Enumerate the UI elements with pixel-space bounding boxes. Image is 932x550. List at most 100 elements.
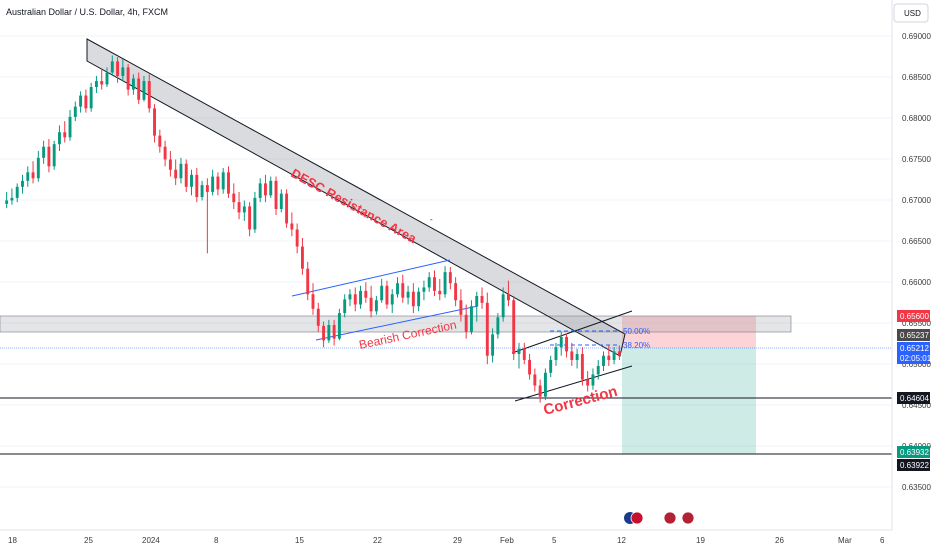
grid: [0, 35, 892, 488]
candle-body: [348, 294, 352, 300]
horizontal-resistance-zone[interactable]: [0, 315, 792, 333]
candle-body: [385, 285, 389, 305]
candle: [591, 368, 595, 390]
candle: [438, 278, 442, 301]
y-tick: 0.63500: [902, 483, 931, 492]
candle-body: [21, 180, 24, 187]
candle-body: [401, 283, 405, 298]
y-tick: 0.66500: [902, 237, 931, 246]
candle: [580, 347, 584, 386]
x-tick: 25: [84, 536, 93, 545]
candle-body: [316, 308, 320, 326]
candle-body: [369, 297, 373, 312]
candle-body: [190, 174, 193, 187]
candle: [47, 139, 51, 173]
y-tick: 0.67000: [902, 196, 931, 205]
event-flag-us-icon[interactable]: [681, 511, 695, 525]
candle: [121, 58, 125, 82]
correction-channel-upper[interactable]: [511, 310, 633, 354]
candle: [26, 166, 30, 187]
candle-body: [396, 283, 399, 295]
candle-body: [63, 132, 67, 138]
candle-body: [417, 291, 421, 307]
candle-body: [274, 180, 278, 209]
candle: [21, 174, 24, 194]
candle: [84, 89, 88, 113]
event-flag-us-icon[interactable]: [663, 511, 677, 525]
candle-body: [459, 300, 463, 315]
take-profit-zone[interactable]: [622, 348, 756, 454]
candle: [232, 183, 236, 209]
currency-label: USD: [904, 9, 921, 18]
candle: [227, 166, 230, 198]
candle-body: [221, 172, 225, 190]
x-tick: 15: [295, 536, 304, 545]
candle-body: [179, 163, 183, 179]
fib-retracement[interactable]: 50.00% 38.20%: [550, 327, 650, 350]
candle-body: [52, 144, 56, 167]
candle-body: [58, 132, 61, 145]
candle-body: [565, 336, 568, 352]
candle: [327, 319, 331, 343]
desc-resistance-area[interactable]: [86, 38, 626, 357]
correction-channel-lower[interactable]: [514, 365, 633, 402]
bearish-channel-lower[interactable]: [315, 305, 479, 341]
candle: [264, 174, 267, 203]
currency-button[interactable]: USD: [893, 3, 929, 23]
candle-body: [406, 291, 410, 298]
candle: [411, 283, 415, 314]
candle-body: [533, 374, 537, 386]
candle: [110, 55, 114, 76]
candle: [42, 140, 46, 164]
candle: [337, 308, 341, 341]
candle: [36, 150, 40, 182]
candle: [353, 287, 357, 312]
candle-body: [100, 81, 104, 85]
candle-body: [158, 135, 162, 147]
candle-body: [337, 313, 341, 339]
candle-body: [580, 353, 584, 380]
candle: [332, 319, 336, 346]
time-axis[interactable]: 18 25 2024 8 15 22 29 Feb 5 12 19 26 Mar…: [0, 529, 892, 545]
candle: [311, 283, 315, 315]
candle-body: [596, 365, 600, 375]
candle-body: [491, 334, 495, 356]
candle-body: [411, 291, 415, 307]
candle-body: [612, 351, 616, 360]
candle-body: [359, 290, 362, 305]
candle: [279, 189, 283, 213]
candle-body: [253, 197, 257, 230]
x-tick: Feb: [500, 536, 514, 545]
economic-events[interactable]: [624, 511, 695, 525]
candle-body: [147, 81, 151, 109]
candle-body: [306, 268, 310, 295]
chart-title: Australian Dollar / U.S. Dollar, 4h, FXC…: [6, 7, 168, 17]
candle-body: [390, 294, 394, 305]
candle-body: [36, 157, 40, 179]
candle: [137, 72, 141, 105]
x-tick: Mar: [838, 536, 852, 545]
candle-body: [89, 87, 93, 109]
candle: [31, 161, 35, 184]
candle: [427, 272, 431, 292]
candle-body: [31, 172, 35, 179]
candle: [464, 304, 468, 339]
candle-body: [528, 359, 532, 375]
price-tag-support: 0.64604: [900, 394, 929, 403]
candle: [242, 200, 246, 221]
candle: [565, 333, 568, 358]
price-tag-support-low: 0.63922: [900, 461, 929, 470]
candle-body: [195, 174, 199, 198]
candle-body: [295, 229, 299, 247]
candle-series: [5, 55, 621, 403]
bearish-channel-upper[interactable]: [291, 259, 451, 297]
candle: [559, 331, 563, 356]
candle-body: [131, 78, 135, 90]
candle: [10, 188, 14, 205]
price-axis[interactable]: 0.69000 0.68500 0.68000 0.67500 0.67000 …: [891, 0, 931, 530]
candle-body: [68, 116, 72, 138]
candle: [52, 140, 56, 170]
y-tick: 0.66000: [902, 278, 931, 287]
candle: [116, 57, 120, 83]
